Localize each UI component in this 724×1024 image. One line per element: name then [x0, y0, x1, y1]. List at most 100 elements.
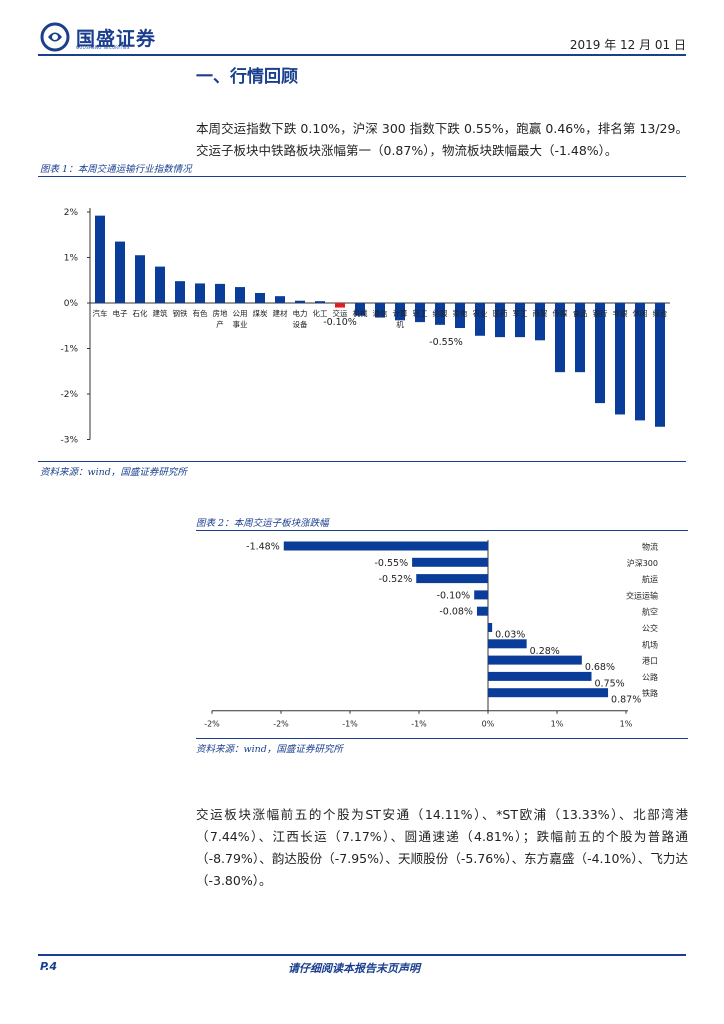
intro-paragraph: 本周交运指数下跌 0.10%，沪深 300 指数下跌 0.55%，跑赢 0.46…: [196, 121, 688, 158]
figure2-caption: 图表 2：本周交运子板块涨跌幅: [196, 518, 329, 529]
x-category-label: 钢铁: [173, 308, 188, 318]
section-title: 一、行情回顾: [196, 67, 298, 87]
category-label: 铁路: [642, 688, 658, 698]
x-category-label: 汽车: [93, 308, 108, 318]
value-label: -0.08%: [439, 607, 473, 618]
x-category-label: 家电: [453, 308, 468, 318]
figure2-top-rule: [196, 530, 688, 531]
x-category-label: 电力设备: [293, 308, 308, 329]
hbar-4: [476, 606, 488, 616]
x-category-label: 通信: [373, 308, 388, 318]
y-tick-label: -1%: [60, 345, 78, 355]
bar-8: [255, 292, 265, 303]
category-label: 物流: [642, 542, 658, 552]
figure1-chart: 2% 1% 0% -1% -2% -3% 汽车 电子 石化 建筑 钢铁 有色 房地产公用事业煤炭 建材电…: [60, 208, 670, 446]
hbar-1: [412, 557, 488, 567]
x-category-label: 商贸: [533, 308, 548, 318]
company-sub: GUOSHENG SECURITIES: [76, 45, 130, 50]
bar-17: [435, 303, 445, 325]
x-category-label: 房地产: [213, 308, 228, 329]
value-label: -1.48%: [246, 542, 280, 553]
value-label: -0.10%: [437, 590, 471, 601]
x-category-label: 休闲: [633, 308, 648, 318]
figure1-bottom-rule: [38, 461, 686, 462]
bar-27: [635, 303, 645, 421]
value-label: 0.87%: [611, 695, 641, 706]
category-label: 机场: [642, 639, 658, 649]
y-tick-label: -3%: [60, 436, 78, 446]
bar-1: [115, 241, 125, 303]
x-category-label: 公用事业: [233, 309, 248, 329]
bar-24: [575, 303, 585, 373]
footer-divider: [38, 954, 686, 956]
bar-4: [175, 281, 185, 303]
report-date: 2019 年 12 月 01 日: [569, 38, 686, 52]
x-category-label: 机械: [353, 308, 368, 318]
x-category-label: 食品: [573, 308, 588, 318]
x-category-label: 煤炭: [253, 308, 268, 318]
figure2-bottom-rule: [196, 738, 688, 739]
bar-19: [475, 303, 485, 336]
x-category-label: 非银: [613, 308, 628, 318]
x-category-label: 军工: [513, 309, 528, 318]
y-tick-label: 1%: [64, 254, 79, 264]
x-tick-label: -2%: [204, 720, 220, 729]
y-tick-label: 0%: [64, 299, 79, 309]
page-number: P.4: [40, 960, 58, 973]
annotation-hs300: -0.55%: [429, 337, 463, 348]
x-category-label: 传媒: [553, 308, 568, 318]
bar-10: [295, 300, 305, 303]
bar-5: [195, 283, 205, 303]
x-category-label: 化工: [313, 308, 328, 318]
header-divider: [38, 54, 686, 56]
bar-16: [415, 303, 425, 323]
hbar-5: [488, 623, 493, 632]
category-label: 公路: [642, 672, 658, 682]
hbar-3: [474, 590, 488, 600]
bar-14: [375, 303, 385, 318]
x-category-label: 轻工: [413, 308, 428, 318]
hbar-6: [488, 639, 527, 649]
bar-22: [535, 303, 545, 341]
bar-26: [615, 303, 625, 415]
x-category-label: 有色: [193, 308, 208, 318]
figure2-chart: -2% -2% -1% -1% 0% 1% 1% -1.48% 物流 -0.55% 沪深300 -0…: [204, 540, 658, 729]
x-category-label: 农业: [473, 308, 488, 318]
category-label: 港口: [642, 656, 658, 666]
hbar-8: [488, 671, 592, 681]
bar-18: [455, 303, 465, 329]
x-tick-label: -2%: [273, 720, 289, 729]
bar-11: [315, 301, 325, 303]
bar-6: [215, 283, 225, 303]
bar-7: [235, 287, 245, 303]
x-category-label: 石化: [133, 308, 148, 318]
figure1-top-rule: [38, 176, 686, 177]
figure1-annotations: -0.10% -0.55%: [323, 317, 463, 348]
hbar-9: [488, 688, 609, 698]
x-category-label: 银行: [593, 308, 608, 318]
hbar-7: [488, 655, 582, 665]
figure2-axis: -2% -2% -1% -1% 0% 1% 1%: [204, 540, 633, 729]
value-label: -0.55%: [374, 558, 408, 569]
x-category-label: 综合: [653, 308, 668, 318]
bar-21: [515, 303, 525, 338]
x-tick-label: 1%: [551, 720, 564, 729]
figure2-bars: [283, 541, 609, 698]
figure1-caption: 图表 1：本周交通运输行业指数情况: [40, 164, 192, 175]
figure1-source: 资料来源：wind，国盛证券研究所: [40, 467, 187, 478]
category-label: 公交: [642, 623, 658, 633]
x-category-label: 电子: [113, 308, 128, 318]
x-category-label: 建筑: [153, 308, 168, 318]
company-logo: 国盛证券 GUOSHENG SECURITIES: [40, 22, 156, 52]
bar-28: [655, 303, 665, 427]
bar-3: [155, 266, 165, 303]
value-label: 0.68%: [585, 662, 615, 673]
category-label: 航空: [642, 607, 658, 617]
bar-2: [135, 255, 145, 303]
value-label: 0.28%: [530, 646, 560, 657]
category-label: 沪深300: [627, 558, 658, 568]
annotation-jiaoyun: -0.10%: [323, 317, 357, 328]
figure2-labels: -1.48% 物流 -0.55% 沪深300 -0.52% 航运 -0.10% 交运运输 -0.…: [246, 542, 658, 706]
value-label: -0.52%: [379, 574, 413, 585]
